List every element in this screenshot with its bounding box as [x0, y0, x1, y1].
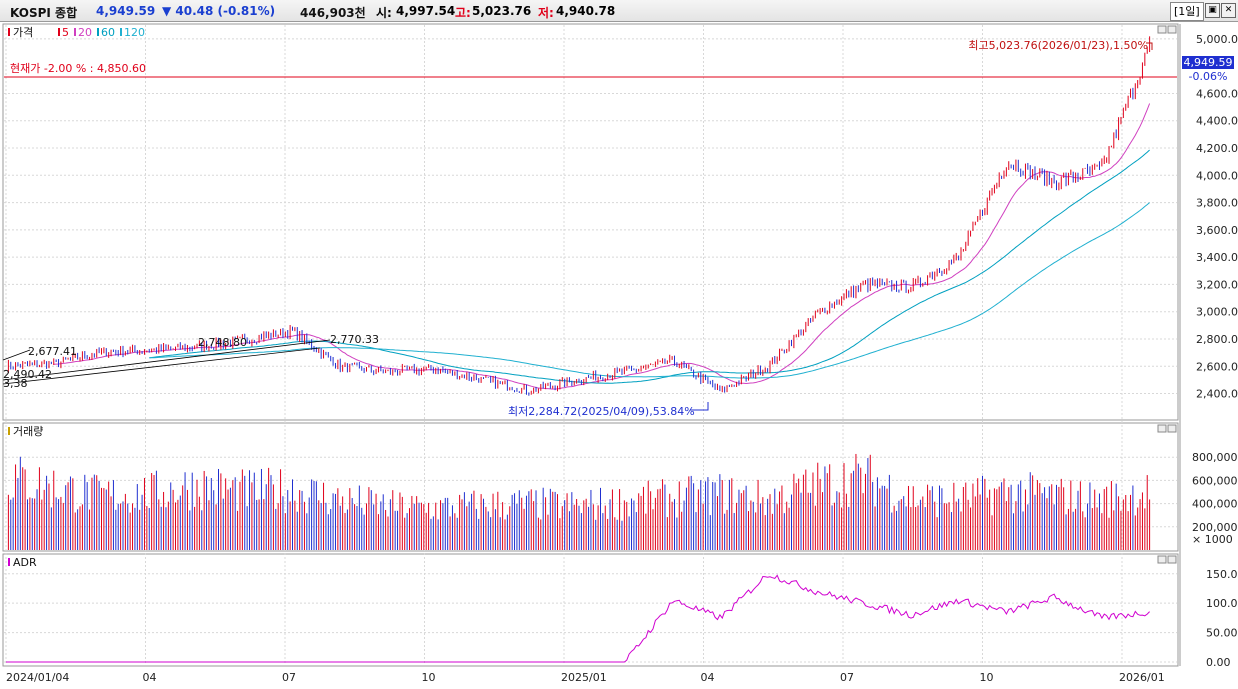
price-tick-label: 4,600.00	[1196, 87, 1238, 100]
adr-pane-minimize-icon[interactable]	[1157, 555, 1167, 564]
legend-ma120-swatch	[120, 28, 122, 36]
price-change: ▼ 40.48 (-0.81%)	[162, 4, 276, 18]
price-legend: 가격 5 20 60 120	[8, 26, 145, 39]
adr-pane-close-icon[interactable]	[1167, 555, 1177, 564]
legend-adr-swatch	[8, 558, 10, 566]
volume-tick-label: 600,000	[1192, 474, 1238, 487]
grid-lines	[4, 25, 1177, 665]
index-name: KOSPI 종합	[10, 6, 78, 20]
adr-tick-label: 0.00	[1206, 656, 1231, 669]
legend-ma120: 120	[124, 26, 145, 39]
trend-line-1	[2, 339, 331, 381]
x-tick-label: 2025/01	[561, 671, 607, 684]
high-label: 고:	[455, 6, 471, 20]
volume-pane-close-icon[interactable]	[1167, 424, 1177, 433]
ma20-line	[53, 103, 1151, 390]
volume-bars	[7, 453, 1151, 550]
current-price: 4,949.59	[96, 4, 156, 18]
low-marker-label: 최저2,284.72(2025/04/09),53.84%	[508, 405, 695, 418]
legend-price: 가격	[13, 26, 33, 39]
adr-legend: ADR	[8, 556, 37, 569]
adr-tick-label: 100.00	[1206, 597, 1238, 610]
price-tick-label: 5,000.00	[1196, 33, 1238, 46]
x-tick-label: 04	[701, 671, 715, 684]
x-tick-label: 04	[143, 671, 157, 684]
volume-pane-minimize-icon[interactable]	[1157, 424, 1167, 433]
volume-legend: 거래량	[8, 425, 43, 438]
volume-unit-label: × 1000	[1192, 533, 1233, 546]
trend-label-3: 3,38	[3, 377, 28, 390]
adr-line-path	[6, 574, 1150, 663]
close-icon[interactable]: ✕	[1221, 3, 1236, 18]
trend-line-2	[2, 347, 321, 385]
price-pane[interactable]	[2, 23, 1179, 421]
price-tick-label: 4,400.00	[1196, 115, 1238, 128]
legend-ma5-swatch	[58, 28, 60, 36]
low-value: 4,940.78	[556, 4, 616, 18]
trend-label-2: 2,490.42	[3, 368, 52, 381]
price-candles	[7, 36, 1151, 396]
legend-adr: ADR	[13, 556, 37, 569]
current-price-label: 현재가 -2.00 % : 4,850.60	[10, 62, 146, 75]
legend-volume: 거래량	[13, 425, 43, 438]
price-tick-label: 3,200.00	[1196, 278, 1238, 291]
adr-tick-label: 150.00	[1206, 568, 1238, 581]
high-marker-label: 최고5,023.76(2026/01/23),1.50%	[968, 39, 1148, 52]
x-tick-label: 07	[840, 671, 854, 684]
legend-price-swatch	[8, 28, 10, 36]
low-marker-arrow-icon	[690, 402, 709, 411]
trend-label-4: 2,748.80	[198, 336, 247, 349]
high-marker-arrow-icon	[1146, 42, 1153, 50]
trend-label-5: 2,770.33	[330, 333, 379, 346]
quote-header: KOSPI 종합 4,949.59 ▼ 40.48 (-0.81%) 446,9…	[0, 0, 1238, 22]
price-tick-label: 4,000.00	[1196, 169, 1238, 182]
volume-tick-label: 800,000	[1192, 451, 1238, 464]
volume-summary: 446,903천	[300, 4, 366, 21]
ma60-line	[149, 149, 1150, 384]
legend-ma60-swatch	[97, 28, 99, 36]
adr-pane[interactable]	[2, 553, 1179, 667]
y-axis-labels: 5,000.00 4,600.00 4,400.00 4,200.00 4,000.00…	[1192, 33, 1238, 669]
price-tick-label: 3,400.00	[1196, 251, 1238, 264]
x-tick-label: 2026/01	[1119, 671, 1165, 684]
price-tick-label: 3,000.00	[1196, 306, 1238, 319]
volume-tick-label: 200,000	[1192, 521, 1238, 534]
trend-label-1: 2,677.41	[28, 345, 77, 358]
trend-lines: 2,677.41 2,490.42 3,38 2,748.80 2,770.33	[2, 333, 379, 390]
volume-value: 446,903천	[300, 6, 366, 20]
legend-ma20: 20	[78, 26, 92, 39]
pane-minimize-icon[interactable]	[1157, 25, 1167, 34]
adr-tick-label: 50.00	[1206, 627, 1238, 640]
price-tick-label: 2,600.00	[1196, 360, 1238, 373]
change-tag: -0.06%	[1189, 70, 1228, 83]
price-tag: 4,949.59	[1184, 56, 1233, 69]
volume-tick-label: 400,000	[1192, 498, 1238, 511]
high-value: 5,023.76	[472, 4, 532, 18]
x-tick-label: 10	[422, 671, 436, 684]
legend-ma20-swatch	[74, 28, 76, 36]
chart-area[interactable]: 5,000.00 4,600.00 4,400.00 4,200.00 4,000.00…	[0, 22, 1238, 689]
price-tick-label: 3,600.00	[1196, 224, 1238, 237]
x-tick-label: 10	[980, 671, 994, 684]
restore-icon[interactable]: ▣	[1205, 3, 1220, 18]
adr-series	[6, 574, 1150, 663]
trend-line-3	[2, 349, 31, 361]
legend-ma60: 60	[101, 26, 115, 39]
open-value: 4,997.54	[396, 4, 456, 18]
legend-ma5: 5	[62, 26, 69, 39]
price-tick-label: 3,800.00	[1196, 197, 1238, 210]
price-tick-label: 2,800.00	[1196, 333, 1238, 346]
open-label: 시:	[376, 6, 392, 20]
pane-close-icon[interactable]	[1167, 25, 1177, 34]
price-tag-box	[1182, 56, 1234, 69]
legend-volume-swatch	[8, 427, 10, 435]
low-label: 저:	[538, 6, 554, 20]
price-tick-label: 4,200.00	[1196, 142, 1238, 155]
x-axis-labels: 2024/01/04 04 07 10 2025/01 04 07 10 2026/01	[6, 671, 1165, 684]
x-tick-label: 07	[282, 671, 296, 684]
period-selector[interactable]: [1일]	[1170, 2, 1204, 21]
x-tick-label: 2024/01/04	[6, 671, 69, 684]
price-tick-label: 2,400.00	[1196, 388, 1238, 401]
